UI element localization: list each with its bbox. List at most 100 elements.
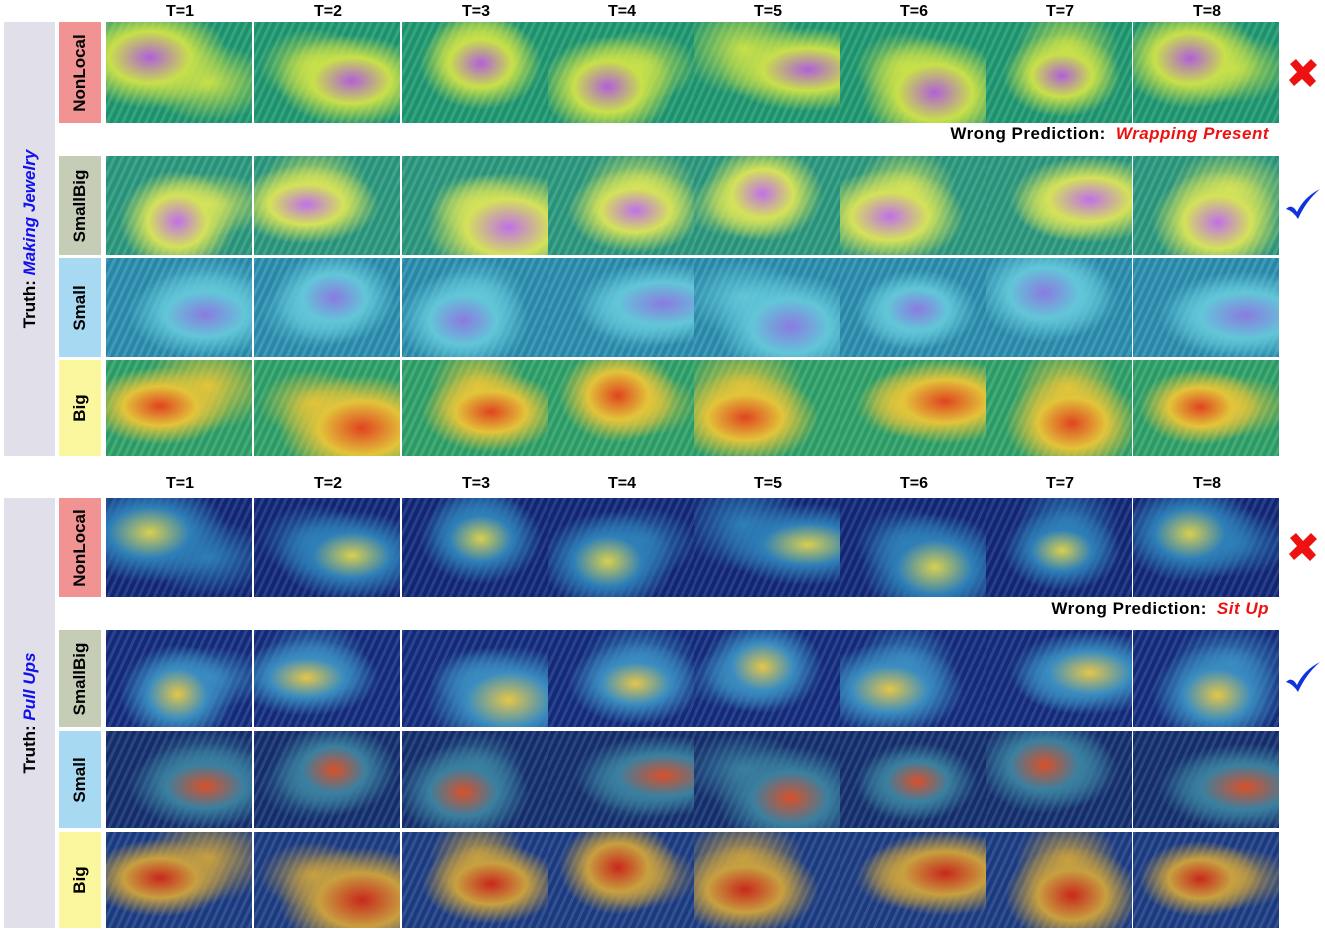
row-label-big: Big — [59, 832, 101, 928]
cross-icon — [1289, 533, 1317, 561]
heatmap-frame-nonlocal — [1133, 22, 1279, 123]
heatmap-frame-smallbig — [840, 156, 986, 255]
wrong-prediction: Wrong Prediction: Wrapping Present — [950, 124, 1269, 144]
row-label-big: Big — [59, 360, 101, 456]
heatmap-frame-big — [402, 360, 548, 456]
heatmap-frame-big — [106, 360, 252, 456]
heatmap-frame-big — [254, 360, 400, 456]
truth-prefix: Truth: — [19, 725, 39, 774]
wrong-prediction-label: Wrong Prediction: — [950, 124, 1106, 143]
heatmap-frame-big — [254, 832, 400, 928]
heatmap-frame-smallbig — [106, 630, 252, 727]
heatmap-frame-nonlocal — [986, 22, 1132, 123]
heatmap-frame-nonlocal — [402, 498, 548, 597]
frame-header-8: T=8 — [1192, 475, 1221, 492]
truth-sidebar: Truth: Making Jewelry — [4, 22, 55, 456]
row-label-text: SmallBig — [70, 642, 89, 715]
frame-header-4: T=4 — [607, 475, 636, 492]
heatmap-frame-small — [694, 258, 840, 357]
heatmap-frame-nonlocal — [694, 498, 840, 597]
heatmap-frame-small — [694, 731, 840, 828]
heatmap-frame-smallbig — [986, 156, 1132, 255]
row-label-text: NonLocal — [70, 33, 89, 112]
heatmap-frame-small — [106, 258, 252, 357]
heatmap-frame-small — [986, 731, 1132, 828]
heatmap-frame-nonlocal — [106, 498, 252, 597]
row-label-text: Big — [70, 866, 89, 894]
heatmap-frame-small — [840, 258, 986, 357]
heatmap-frame-nonlocal — [254, 498, 400, 597]
heatmap-frame-small — [548, 731, 694, 828]
heatmap-frame-smallbig — [106, 156, 252, 255]
row-label-nonlocal: NonLocal — [59, 22, 101, 123]
row-label-text: NonLocal — [70, 508, 89, 587]
cross-icon — [1289, 59, 1317, 87]
truth-prefix: Truth: — [19, 280, 39, 329]
heatmap-frame-big — [840, 360, 986, 456]
row-label-text: Small — [70, 284, 89, 331]
frame-header-2: T=2 — [313, 475, 342, 492]
heatmap-frame-nonlocal — [986, 498, 1132, 597]
heatmap-frame-nonlocal — [254, 22, 400, 123]
heatmap-frame-nonlocal — [106, 22, 252, 123]
heatmap-frame-smallbig — [986, 630, 1132, 727]
heatmap-frame-big — [548, 832, 694, 928]
heatmap-frame-nonlocal — [548, 498, 694, 597]
check-icon — [1286, 189, 1320, 219]
heatmap-frame-smallbig — [694, 156, 840, 255]
heatmap-frame-smallbig — [840, 630, 986, 727]
frame-header-2: T=2 — [313, 3, 342, 20]
heatmap-frame-big — [986, 832, 1132, 928]
block-pull-ups: Truth: Pull Ups T=1 T=2 T=3 T=4 T=5 T=6 … — [0, 470, 1325, 930]
heatmap-frame-nonlocal — [840, 22, 986, 123]
heatmap-frame-smallbig — [402, 630, 548, 727]
heatmap-frame-small — [254, 258, 400, 357]
heatmap-frame-big — [840, 832, 986, 928]
heatmap-frame-small — [1133, 258, 1279, 357]
heatmap-frame-smallbig — [548, 156, 694, 255]
heatmap-frame-big — [106, 832, 252, 928]
heatmap-frame-small — [548, 258, 694, 357]
truth-class: Making Jewelry — [19, 149, 39, 276]
frame-header-6: T=6 — [899, 3, 928, 20]
frame-header-3: T=3 — [461, 475, 490, 492]
heatmap-frame-smallbig — [254, 156, 400, 255]
heatmap-frame-small — [254, 731, 400, 828]
block-making-jewelry: Truth: Making Jewelry T=1 T=2 T=3 T=4 T=… — [0, 0, 1325, 460]
heatmap-frame-big — [694, 832, 840, 928]
truth-sidebar: Truth: Pull Ups — [4, 498, 55, 928]
frame-header-6: T=6 — [899, 475, 928, 492]
truth-label: Truth: Pull Ups — [20, 653, 40, 774]
heatmap-frame-smallbig — [1133, 630, 1279, 727]
heatmap-frame-big — [402, 832, 548, 928]
row-label-smallbig: SmallBig — [59, 156, 101, 255]
check-icon — [1286, 662, 1320, 692]
frame-header-3: T=3 — [461, 3, 490, 20]
heatmap-frame-big — [694, 360, 840, 456]
heatmap-frame-small — [1133, 731, 1279, 828]
heatmap-frame-smallbig — [402, 156, 548, 255]
truth-label: Truth: Making Jewelry — [20, 150, 40, 329]
heatmap-frame-nonlocal — [548, 22, 694, 123]
heatmap-frame-small — [402, 258, 548, 357]
heatmap-frame-big — [1133, 832, 1279, 928]
heatmap-frame-small — [986, 258, 1132, 357]
row-label-text: Big — [70, 394, 89, 422]
frame-header-1: T=1 — [165, 3, 194, 20]
heatmap-frame-big — [986, 360, 1132, 456]
wrong-prediction-label: Wrong Prediction: — [1051, 599, 1207, 618]
wrong-prediction-value: Sit Up — [1216, 599, 1269, 618]
heatmap-frame-nonlocal — [402, 22, 548, 123]
row-label-text: Small — [70, 756, 89, 803]
frame-header-5: T=5 — [753, 475, 782, 492]
row-label-nonlocal: NonLocal — [59, 498, 101, 597]
frame-header-4: T=4 — [607, 3, 636, 20]
frame-header-8: T=8 — [1192, 3, 1221, 20]
heatmap-frame-nonlocal — [694, 22, 840, 123]
frame-header-1: T=1 — [165, 475, 194, 492]
heatmap-frame-small — [402, 731, 548, 828]
heatmap-frame-smallbig — [254, 630, 400, 727]
frame-header-7: T=7 — [1045, 475, 1074, 492]
row-label-small: Small — [59, 731, 101, 828]
row-label-smallbig: SmallBig — [59, 630, 101, 727]
